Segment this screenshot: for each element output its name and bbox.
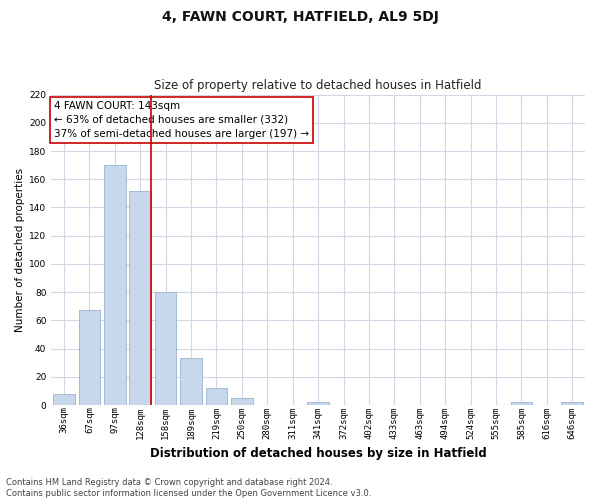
Bar xyxy=(104,165,125,405)
Bar xyxy=(155,292,176,405)
Bar xyxy=(130,190,151,405)
Bar xyxy=(180,358,202,405)
Title: Size of property relative to detached houses in Hatfield: Size of property relative to detached ho… xyxy=(154,79,482,92)
X-axis label: Distribution of detached houses by size in Hatfield: Distribution of detached houses by size … xyxy=(150,447,487,460)
Bar xyxy=(206,388,227,405)
Bar xyxy=(79,310,100,405)
Bar xyxy=(53,394,75,405)
Bar xyxy=(562,402,583,405)
Y-axis label: Number of detached properties: Number of detached properties xyxy=(15,168,25,332)
Text: 4, FAWN COURT, HATFIELD, AL9 5DJ: 4, FAWN COURT, HATFIELD, AL9 5DJ xyxy=(161,10,439,24)
Bar xyxy=(511,402,532,405)
Text: 4 FAWN COURT: 143sqm
← 63% of detached houses are smaller (332)
37% of semi-deta: 4 FAWN COURT: 143sqm ← 63% of detached h… xyxy=(54,101,309,139)
Bar xyxy=(231,398,253,405)
Text: Contains HM Land Registry data © Crown copyright and database right 2024.
Contai: Contains HM Land Registry data © Crown c… xyxy=(6,478,371,498)
Bar xyxy=(307,402,329,405)
